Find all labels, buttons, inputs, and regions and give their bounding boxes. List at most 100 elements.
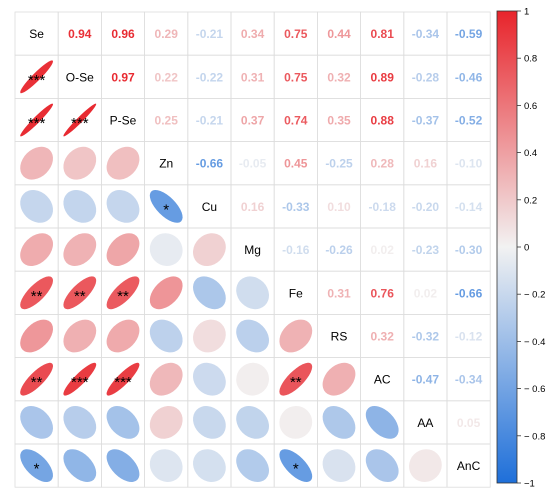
correlation-value: 0.31 xyxy=(241,70,265,84)
correlation-ellipse xyxy=(149,189,183,223)
significance-mark: * xyxy=(34,461,40,478)
correlation-value: -0.34 xyxy=(455,373,483,387)
colorbar-tick-label: − 0.8 xyxy=(524,431,545,442)
correlation-ellipse xyxy=(106,362,140,396)
significance-mark: *** xyxy=(28,115,46,132)
variable-label: AA xyxy=(417,416,433,430)
correlation-ellipse xyxy=(106,189,140,223)
correlation-value: -0.05 xyxy=(239,157,267,171)
correlation-ellipse xyxy=(236,276,270,310)
colorbar-tick-label: 0 xyxy=(524,243,529,254)
significance-mark: ** xyxy=(74,288,86,305)
correlation-value: -0.23 xyxy=(412,243,440,257)
matrix-cell: AnC xyxy=(446,443,491,488)
variable-label: O-Se xyxy=(66,70,94,84)
correlation-ellipse xyxy=(20,319,53,353)
colorbar: 1 0.8 0.6 0.4 0.2 0 − 0.2 − 0.4 − 0.6 − 0.8 −1 xyxy=(496,7,545,490)
correlation-value: 0.81 xyxy=(371,27,395,41)
cell-border xyxy=(446,443,491,488)
variable-label: Zn xyxy=(159,157,173,171)
correlation-value: -0.14 xyxy=(455,200,483,214)
correlation-ellipse xyxy=(279,406,313,439)
correlation-ellipse xyxy=(322,362,356,396)
significance-mark: ** xyxy=(290,374,302,391)
correlation-value: 0.16 xyxy=(241,200,265,214)
correlation-ellipse xyxy=(20,103,53,137)
correlation-ellipse xyxy=(236,449,270,483)
colorbar-tick-label: 0.4 xyxy=(524,148,537,159)
correlation-ellipse xyxy=(63,103,97,137)
correlation-ellipse xyxy=(365,405,399,439)
correlation-value: -0.34 xyxy=(412,27,440,41)
correlation-ellipse xyxy=(20,233,53,267)
correlation-ellipse xyxy=(106,319,140,353)
variable-label: P-Se xyxy=(110,114,137,128)
correlation-value: -0.22 xyxy=(196,70,224,84)
significance-mark: * xyxy=(163,201,169,218)
correlation-ellipse xyxy=(149,319,183,353)
correlation-ellipse xyxy=(149,233,183,267)
correlation-ellipse xyxy=(63,233,97,267)
correlation-ellipse xyxy=(192,319,226,353)
correlation-value: 0.35 xyxy=(327,114,351,128)
correlation-ellipse xyxy=(192,276,226,310)
correlation-value: -0.20 xyxy=(412,200,440,214)
correlation-value: -0.46 xyxy=(455,70,483,84)
correlation-value: -0.18 xyxy=(369,200,397,214)
correlation-value: -0.12 xyxy=(455,330,483,344)
correlation-ellipse xyxy=(149,449,183,482)
colorbar-tick-label: 0.8 xyxy=(524,54,537,65)
correlation-ellipse xyxy=(322,406,356,439)
significance-mark: *** xyxy=(71,374,89,391)
correlation-value: 0.28 xyxy=(371,157,395,171)
correlation-ellipse xyxy=(106,233,140,267)
correlation-ellipse xyxy=(192,233,226,267)
correlation-ellipse xyxy=(106,146,140,180)
correlation-value: -0.59 xyxy=(455,27,483,41)
correlation-ellipse xyxy=(106,449,140,483)
correlation-value: 0.10 xyxy=(327,200,351,214)
correlation-ellipse xyxy=(20,449,54,483)
correlation-value: -0.47 xyxy=(412,373,440,387)
correlation-value: 0.75 xyxy=(284,70,308,84)
significance-mark: *** xyxy=(28,72,46,89)
correlation-value: -0.28 xyxy=(412,70,440,84)
colorbar-tick-label: 1 xyxy=(524,7,529,18)
correlation-ellipse xyxy=(63,362,97,396)
correlation-ellipse xyxy=(63,449,97,483)
correlation-value: -0.32 xyxy=(412,330,440,344)
correlation-ellipse xyxy=(63,146,97,180)
significance-mark: *** xyxy=(71,115,89,132)
correlation-value: 0.29 xyxy=(155,27,179,41)
correlation-value: -0.16 xyxy=(282,243,310,257)
correlation-ellipse xyxy=(20,405,54,439)
correlation-value: 0.37 xyxy=(241,114,265,128)
correlation-value: 0.02 xyxy=(371,243,395,257)
correlation-value: 0.31 xyxy=(327,286,351,300)
correlation-value: 0.76 xyxy=(371,286,395,300)
correlation-value: 0.94 xyxy=(68,27,92,41)
correlation-ellipse xyxy=(20,60,53,94)
colorbar-gradient xyxy=(496,10,518,484)
significance-mark: * xyxy=(293,461,299,478)
colorbar-tick-label: 0.6 xyxy=(524,101,537,112)
correlation-ellipse xyxy=(20,146,53,180)
correlation-value: -0.25 xyxy=(325,157,353,171)
correlation-value: -0.10 xyxy=(455,157,483,171)
correlation-value: 0.32 xyxy=(327,70,351,84)
correlation-value: -0.33 xyxy=(282,200,310,214)
significance-mark: ** xyxy=(31,374,43,391)
significance-mark: ** xyxy=(31,288,43,305)
significance-mark: *** xyxy=(114,374,132,391)
correlation-value: 0.96 xyxy=(111,27,135,41)
correlation-value: -0.26 xyxy=(325,243,353,257)
correlation-value: 0.05 xyxy=(457,416,481,430)
correlation-ellipse xyxy=(63,276,97,310)
correlation-ellipse xyxy=(279,362,313,396)
correlation-ellipse xyxy=(63,319,97,353)
correlation-ellipse xyxy=(106,276,140,310)
variable-label: AnC xyxy=(457,459,481,473)
correlation-ellipse xyxy=(192,449,226,483)
significance-mark: ** xyxy=(117,288,129,305)
